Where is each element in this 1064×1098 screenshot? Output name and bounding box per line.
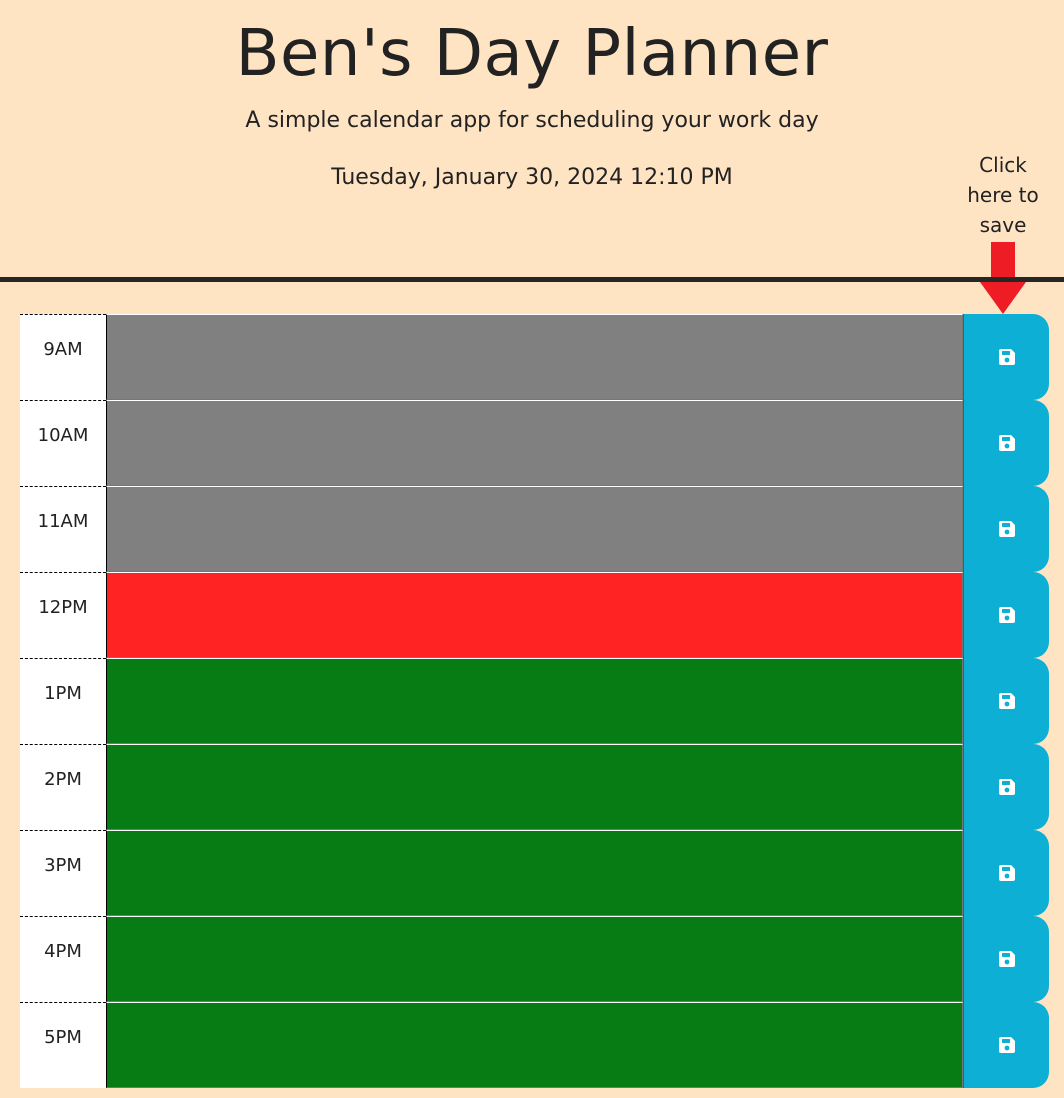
save-hint-line: here to — [967, 183, 1039, 207]
save-button[interactable] — [963, 658, 1049, 744]
save-button[interactable] — [963, 830, 1049, 916]
save-button[interactable] — [963, 572, 1049, 658]
time-block-row-12pm: 12PM — [20, 572, 1050, 658]
page-subtitle: A simple calendar app for scheduling you… — [245, 108, 819, 133]
save-button[interactable] — [963, 314, 1049, 400]
floppy-disk-icon — [998, 1037, 1015, 1053]
floppy-disk-icon — [998, 865, 1015, 881]
event-description-input[interactable] — [106, 1002, 963, 1088]
save-hint-line: save — [979, 213, 1027, 237]
floppy-disk-icon — [998, 607, 1015, 623]
time-block-list: 9AM 10AM 11AM — [20, 314, 1050, 1088]
event-description-input[interactable] — [106, 572, 963, 658]
page-title: Ben's Day Planner — [235, 17, 829, 91]
time-block-row-9am: 9AM — [20, 314, 1050, 400]
current-date-time: Tuesday, January 30, 2024 12:10 PM — [331, 165, 733, 190]
event-description-input[interactable] — [106, 744, 963, 830]
time-block-row-5pm: 5PM — [20, 1002, 1050, 1088]
save-button[interactable] — [963, 400, 1049, 486]
header-divider — [0, 277, 1064, 282]
event-description-input[interactable] — [106, 658, 963, 744]
time-block-row-1pm: 1PM — [20, 658, 1050, 744]
time-block-row-4pm: 4PM — [20, 916, 1050, 1002]
hour-label: 9AM — [20, 314, 106, 400]
floppy-disk-icon — [998, 435, 1015, 451]
floppy-disk-icon — [998, 349, 1015, 365]
time-block-row-11am: 11AM — [20, 486, 1050, 572]
floppy-disk-icon — [998, 951, 1015, 967]
hour-label: 4PM — [20, 916, 106, 1002]
event-description-input[interactable] — [106, 916, 963, 1002]
save-button[interactable] — [963, 1002, 1049, 1088]
hour-label: 3PM — [20, 830, 106, 916]
page-header: Ben's Day Planner A simple calendar app … — [0, 0, 1064, 314]
event-description-input[interactable] — [106, 400, 963, 486]
hour-label: 1PM — [20, 658, 106, 744]
time-block-row-3pm: 3PM — [20, 830, 1050, 916]
floppy-disk-icon — [998, 521, 1015, 537]
hour-label: 12PM — [20, 572, 106, 658]
floppy-disk-icon — [998, 779, 1015, 795]
save-hint-line: Click — [979, 153, 1027, 177]
hour-label: 5PM — [20, 1002, 106, 1088]
hour-label: 2PM — [20, 744, 106, 830]
hour-label: 11AM — [20, 486, 106, 572]
save-button[interactable] — [963, 916, 1049, 1002]
save-button[interactable] — [963, 486, 1049, 572]
save-button[interactable] — [963, 744, 1049, 830]
event-description-input[interactable] — [106, 314, 963, 400]
event-description-input[interactable] — [106, 486, 963, 572]
hour-label: 10AM — [20, 400, 106, 486]
event-description-input[interactable] — [106, 830, 963, 916]
save-hint: Click here to save — [956, 150, 1050, 240]
floppy-disk-icon — [998, 693, 1015, 709]
time-block-row-10am: 10AM — [20, 400, 1050, 486]
time-block-row-2pm: 2PM — [20, 744, 1050, 830]
